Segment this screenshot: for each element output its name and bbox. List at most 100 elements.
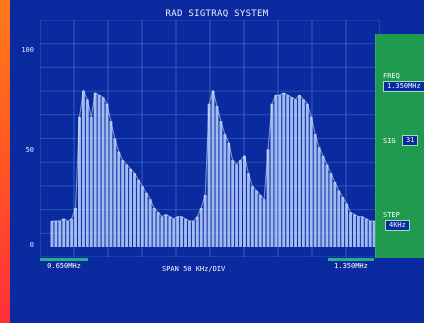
spectrum-bar [254, 190, 258, 247]
spectrum-bar [317, 147, 321, 247]
freq-value-field[interactable]: 1.350MHz [383, 81, 424, 92]
spectrum-bar [140, 186, 144, 247]
spectrum-bar [290, 97, 294, 248]
spectrum-bar [191, 220, 195, 247]
spectrum-bar [270, 103, 274, 247]
spectrum-bar [156, 212, 160, 247]
spectrum-bar [227, 142, 231, 247]
spectrum-bar [144, 192, 148, 247]
spectrum-bar [250, 186, 254, 247]
spectrum-bar [294, 99, 297, 247]
spectrum-bar [266, 149, 270, 247]
spectrum-bar [305, 103, 309, 247]
spectrum-bar [81, 90, 85, 247]
spectrum-bar [372, 220, 376, 247]
spectrum-bar [188, 220, 191, 247]
spectrum-bar [184, 218, 187, 247]
spectrum-bar [239, 160, 242, 247]
spectrum-bar [333, 181, 337, 247]
freq-label: FREQ [383, 72, 400, 80]
spectrum-bar [70, 218, 74, 247]
spectrum-bar [66, 220, 70, 247]
spectrum-bar [235, 164, 239, 247]
spectrum-bar [199, 207, 203, 247]
step-value-field[interactable]: 4KHz [385, 220, 410, 231]
spectrum-bar [164, 214, 168, 247]
x-start-label: 0.650MHz [40, 258, 88, 271]
spectrum-plot-svg [40, 20, 380, 257]
spectrum-bar [133, 173, 136, 247]
spectrum-bar [85, 99, 89, 247]
spectrum-trace-line [51, 88, 379, 222]
spectrum-bar [78, 116, 81, 247]
spectrum-bar [262, 199, 266, 247]
spectrum-bar [258, 194, 262, 247]
spectrum-bar [121, 160, 125, 247]
y-tick-50: 50 [25, 146, 34, 154]
spectrum-plot [40, 20, 380, 257]
spectrum-bar [105, 103, 109, 247]
spectrum-bar [168, 216, 172, 247]
spectrum-bar [152, 207, 156, 247]
step-label: STEP [383, 211, 400, 219]
spectrum-bar [62, 218, 66, 247]
spectrum-bar [356, 216, 360, 247]
spectrum-bar [313, 134, 317, 247]
spectrum-bar [278, 95, 282, 247]
y-tick-0: 0 [29, 241, 34, 249]
spectrum-bar [246, 173, 250, 247]
spectrum-bar [74, 207, 77, 247]
spectrum-bar [223, 134, 227, 247]
spectrum-bar [353, 214, 356, 247]
spectrum-bar [176, 216, 180, 247]
spectrum-bar [89, 116, 93, 247]
spectrum-bar [58, 220, 62, 247]
spectrum-bar [207, 103, 211, 247]
x-end-label: 1.350MHz [328, 258, 374, 271]
spectrum-bar [117, 151, 121, 247]
spectrum-bar [321, 155, 325, 247]
spectrum-bar [274, 95, 278, 247]
y-tick-100: 100 [21, 46, 34, 54]
spectrum-bar [180, 216, 184, 247]
spectrum-bar [172, 218, 176, 247]
spectrum-bar [50, 220, 54, 247]
window-title: RAD SIGTRAQ SYSTEM [165, 9, 269, 19]
spectrum-bar [364, 218, 368, 247]
spectrum-bar [97, 95, 101, 247]
spectrum-bar [301, 99, 305, 247]
spectrum-bar [329, 173, 333, 247]
spectrum-bar [160, 216, 164, 247]
spectrum-bar [195, 216, 199, 247]
spectrum-bar [215, 105, 219, 247]
spectrum-bar [243, 155, 246, 247]
spectrum-bar [345, 203, 349, 247]
spectrum-bar [360, 216, 364, 247]
spectrum-bar [219, 121, 223, 247]
spectrum-bar [203, 194, 207, 247]
spectrum-bar [93, 92, 97, 248]
spectrum-bar [129, 168, 132, 247]
spectrum-bar [231, 160, 235, 247]
spectrum-bar [309, 116, 313, 247]
spectrum-bar [298, 95, 301, 247]
sig-label: SIG [383, 137, 396, 145]
sig-value-field[interactable]: 31 [402, 135, 419, 146]
spectrum-bar [125, 164, 129, 247]
spectrum-bar [148, 199, 152, 247]
spectrum-bar [325, 164, 329, 247]
bottom-status-bar: 0.650MHz SPAN 50 KHz/DIV 1.350MHz [10, 258, 424, 280]
spectrum-bar [286, 95, 290, 247]
spectrum-bar [136, 179, 140, 247]
spectrum-screen: RAD SIGTRAQ SYSTEM 100 50 0 FREQ 1.350MH… [10, 0, 424, 323]
spectrum-bar [109, 121, 113, 247]
span-readout: SPAN 50 KHz/DIV [162, 265, 226, 273]
spectrum-bar [337, 190, 341, 247]
spectrum-bar [282, 92, 286, 248]
spectrum-bar [54, 220, 58, 247]
spectrum-bar [113, 138, 117, 247]
spectrum-bar [349, 212, 352, 247]
spectrum-bar [211, 90, 215, 247]
side-panel: FREQ 1.350MHz SIG 31 STEP 4KHz [375, 34, 424, 258]
spectrum-bar [341, 197, 345, 247]
